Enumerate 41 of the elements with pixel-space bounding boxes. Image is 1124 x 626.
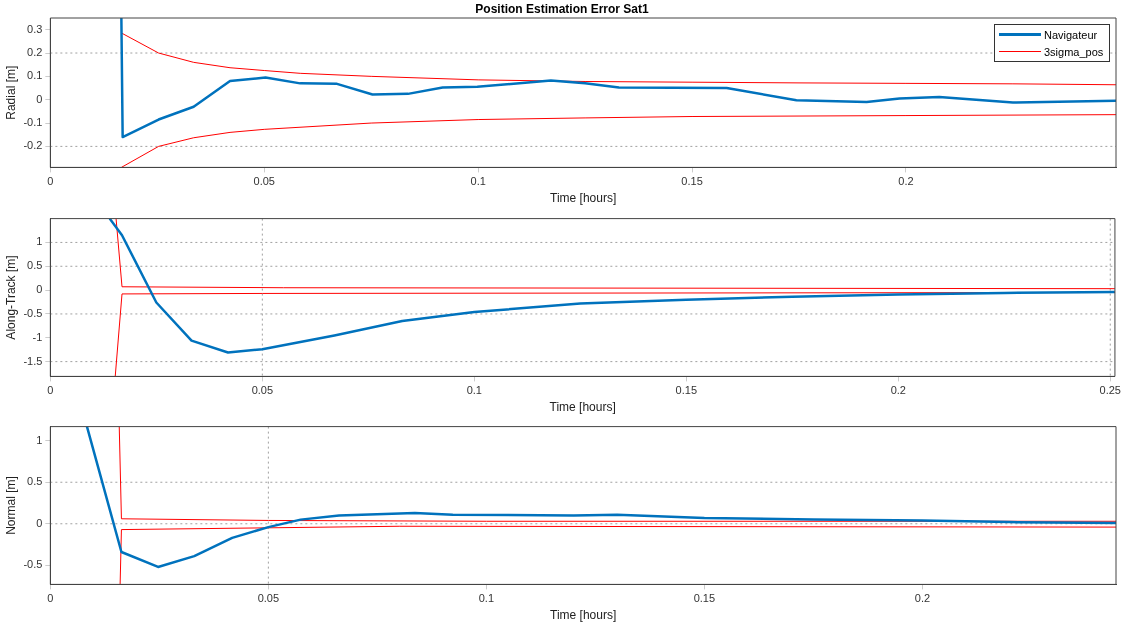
y-axis-title: Along-Track [m] <box>3 255 18 340</box>
x-tick-label: 0.2 <box>890 383 906 396</box>
x-tick-label: 0 <box>47 592 54 605</box>
y-tick-label: 0.1 <box>27 69 43 82</box>
y-tick-label: -0.1 <box>23 116 43 129</box>
x-tick-label: 0.2 <box>898 175 914 188</box>
y-tick-label: 0.5 <box>27 475 43 488</box>
x-tick-label: 0.05 <box>257 592 280 605</box>
y-tick-label: 0.2 <box>27 46 43 59</box>
y-tick-label: 0 <box>36 282 43 295</box>
x-tick-label: 0.15 <box>693 592 716 605</box>
x-tick-label: 0.15 <box>675 383 698 396</box>
y-axis-title: Radial [m] <box>3 65 18 120</box>
y-tick-label: -1 <box>32 330 43 343</box>
y-tick-label: 0 <box>36 92 43 105</box>
x-tick-label: 0.1 <box>470 175 486 188</box>
x-tick-label: 0.2 <box>914 592 931 605</box>
x-axis-title: Time [hours] <box>549 399 616 414</box>
legend-label: 3sigma_pos <box>1044 45 1104 58</box>
x-tick-label: 0 <box>47 383 54 396</box>
y-tick-label: -0.5 <box>23 558 43 571</box>
x-tick-label: 0.05 <box>251 383 274 396</box>
y-tick-label: -1.5 <box>23 354 43 367</box>
x-axis-title: Time [hours] <box>550 608 617 623</box>
x-tick-label: 0 <box>47 175 54 188</box>
chart-title: Position Estimation Error Sat1 <box>474 2 650 16</box>
x-tick-label: 0.15 <box>681 175 703 188</box>
legend-label: Navigateur <box>1044 28 1098 41</box>
x-tick-label: 0.05 <box>253 175 275 188</box>
y-tick-label: -0.5 <box>23 306 43 319</box>
y-tick-label: 1 <box>36 235 43 248</box>
x-axis-title: Time [hours] <box>550 191 617 206</box>
y-tick-label: 1 <box>36 434 43 447</box>
y-tick-label: 0.5 <box>27 258 43 271</box>
x-tick-label: 0.25 <box>1099 383 1121 396</box>
y-tick-label: 0 <box>36 517 43 530</box>
x-tick-label: 0.1 <box>466 383 482 396</box>
x-tick-label: 0.1 <box>478 592 495 605</box>
y-tick-label: 0.3 <box>27 22 43 35</box>
y-axis-title: Normal [m] <box>3 476 18 536</box>
y-tick-label: -0.2 <box>23 139 43 152</box>
